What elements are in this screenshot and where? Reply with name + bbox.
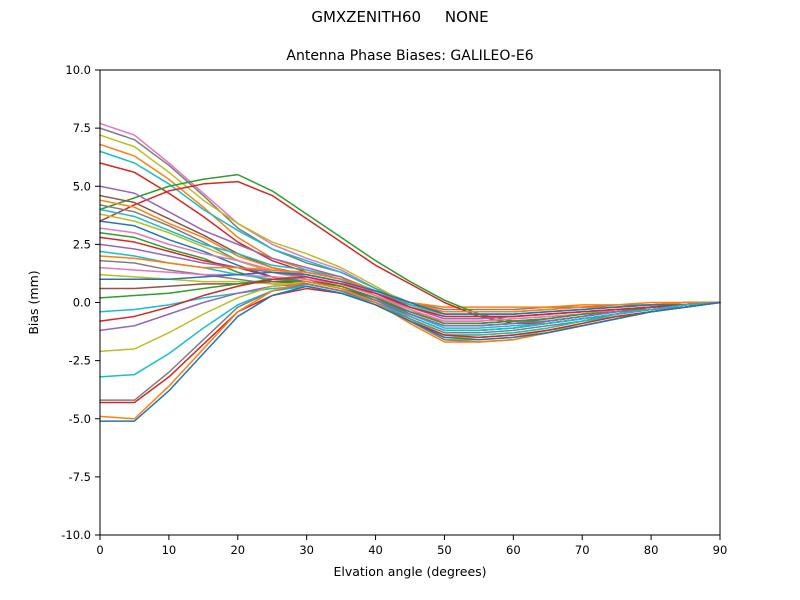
x-tick-label: 50: [437, 543, 452, 557]
x-tick-label: 40: [368, 543, 383, 557]
series-line: [99, 143, 721, 308]
chart-title: GMXZENITH60 NONE: [311, 8, 489, 26]
y-tick-label: -5.0: [69, 412, 91, 426]
series-line: [99, 285, 721, 378]
y-tick-label: 7.5: [73, 121, 91, 135]
series-line: [99, 283, 721, 332]
series-line: [99, 285, 721, 422]
y-tick-label: 10.0: [65, 63, 91, 77]
series-line: [99, 283, 721, 401]
series-line: [99, 276, 721, 322]
x-tick-label: 10: [162, 543, 177, 557]
y-tick-label: -2.5: [69, 354, 91, 368]
x-tick-label: 90: [713, 543, 728, 557]
x-tick-label: 0: [96, 543, 103, 557]
y-axis-label: Bias (mm): [26, 270, 41, 334]
y-tick-label: -7.5: [69, 470, 91, 484]
x-tick-label: 60: [506, 543, 521, 557]
x-tick-label: 80: [644, 543, 659, 557]
chart-subtitle: Antenna Phase Biases: GALILEO-E6: [286, 48, 534, 64]
x-axis-label: Elvation angle (degrees): [333, 564, 486, 579]
series-line: [99, 150, 721, 320]
y-tick-label: -10.0: [61, 528, 91, 542]
y-tick-label: 5.0: [73, 179, 91, 193]
series-line: [99, 271, 721, 315]
y-tick-label: 0.0: [73, 296, 91, 310]
y-tick-label: 2.5: [73, 237, 91, 251]
x-tick-label: 70: [575, 543, 590, 557]
x-tick-label: 20: [230, 543, 245, 557]
x-tick-label: 30: [299, 543, 314, 557]
series-line: [99, 122, 721, 315]
